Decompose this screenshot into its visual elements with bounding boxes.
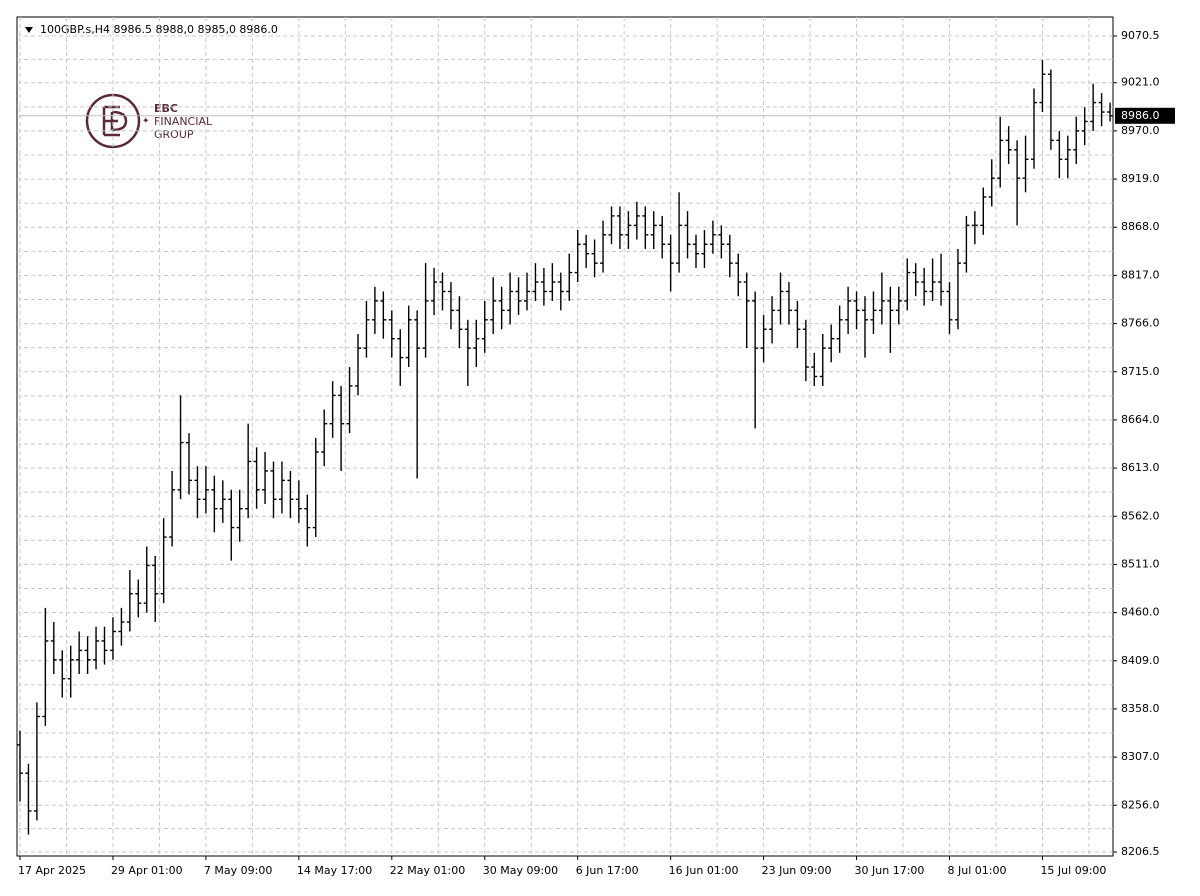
x-tick-label: 16 Jun 01:00: [669, 864, 739, 877]
y-tick-label: 9070.5: [1121, 29, 1160, 42]
y-tick-label: 8460.0: [1121, 606, 1160, 619]
logo-text: FINANCIAL: [154, 115, 213, 128]
y-tick-label: 8715.0: [1121, 365, 1160, 378]
chart-title: 100GBP.s,H4 8986.5 8988,0 8985,0 8986.0: [40, 23, 278, 36]
x-tick-label: 7 May 09:00: [204, 864, 272, 877]
y-tick-label: 8919.0: [1121, 172, 1160, 185]
last-price-box: [1115, 107, 1175, 124]
y-tick-label: 8409.0: [1121, 654, 1160, 667]
logo-star: ✦: [142, 117, 150, 127]
y-tick-label: 8256.0: [1121, 798, 1160, 811]
x-tick-label: 22 May 01:00: [390, 864, 465, 877]
x-tick-label: 23 Jun 09:00: [762, 864, 832, 877]
y-tick-label: 8511.0: [1121, 557, 1160, 570]
logo: ✦ EBC FINANCIAL GROUP: [85, 93, 213, 149]
bars: [17, 60, 1114, 835]
x-tick-label: 30 May 09:00: [483, 864, 558, 877]
y-tick-label: 8868.0: [1121, 220, 1160, 233]
y-tick-label: 8613.0: [1121, 461, 1160, 474]
x-tick-label: 14 May 17:00: [297, 864, 372, 877]
y-tick-label: 8664.0: [1121, 413, 1160, 426]
plot-frame: [16, 16, 1114, 857]
y-tick-label: 8817.0: [1121, 268, 1160, 281]
dropdown-icon[interactable]: [25, 27, 33, 33]
grid: [17, 17, 1113, 856]
x-tick-label: 30 Jun 17:00: [855, 864, 925, 877]
x-tick-label: 29 Apr 01:00: [111, 864, 183, 877]
y-tick-label: 8206.5: [1121, 845, 1160, 858]
x-tick-label: 15 Jul 09:00: [1040, 864, 1106, 877]
logo-text: EBC: [154, 102, 178, 115]
y-tick-label: 9021.0: [1121, 76, 1160, 89]
y-tick-label: 8307.0: [1121, 750, 1160, 763]
y-tick-label: 8562.0: [1121, 509, 1160, 522]
y-tick-label: 8970.0: [1121, 124, 1160, 137]
x-tick-label: 8 Jul 01:00: [948, 864, 1007, 877]
x-tick-label: 17 Apr 2025: [18, 864, 86, 877]
logo-text: GROUP: [154, 128, 194, 141]
y-tick-label: 8766.0: [1121, 317, 1160, 330]
x-tick-label: 6 Jun 17:00: [576, 864, 639, 877]
y-tick-label: 8358.0: [1121, 702, 1160, 715]
last-price-label: 8986.0: [1121, 109, 1160, 122]
